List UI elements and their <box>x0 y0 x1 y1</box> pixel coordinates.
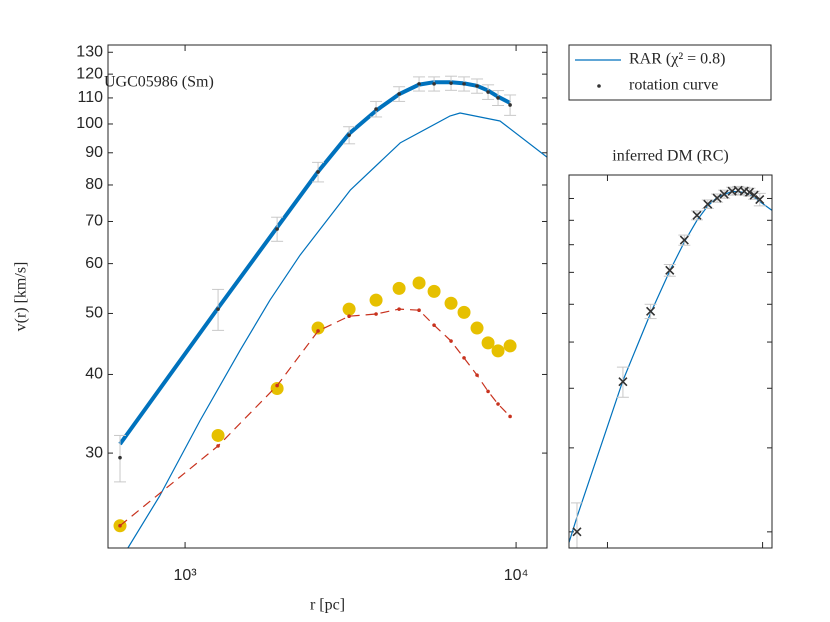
y-tick-label: 80 <box>85 176 103 193</box>
axes-box <box>107 44 548 549</box>
legend-swatch <box>597 84 601 88</box>
annotation: UGC05986 (Sm) <box>104 74 214 91</box>
y-tick-label: 90 <box>85 144 103 161</box>
marker <box>369 293 383 307</box>
plot-content <box>113 75 547 548</box>
marker <box>503 339 517 353</box>
marker <box>275 383 279 388</box>
marker <box>449 339 453 343</box>
marker <box>496 96 500 100</box>
marker <box>216 307 220 311</box>
marker <box>392 281 406 295</box>
marker <box>270 381 284 395</box>
marker <box>719 189 729 199</box>
series-line <box>127 112 547 548</box>
y-tick-label: 100 <box>76 115 103 132</box>
marker <box>496 402 500 406</box>
plot-area <box>108 45 547 548</box>
marker <box>216 444 220 448</box>
marker <box>665 265 675 275</box>
marker <box>412 276 426 290</box>
marker <box>342 302 356 316</box>
marker <box>755 194 765 205</box>
marker <box>417 82 421 86</box>
marker <box>481 336 495 350</box>
marker <box>347 133 351 137</box>
y-tick-label: 130 <box>76 43 103 60</box>
marker <box>749 190 759 200</box>
y-tick-label: 60 <box>85 255 103 272</box>
marker <box>462 356 466 360</box>
marker <box>572 527 582 537</box>
marker <box>211 428 225 442</box>
marker <box>508 414 512 419</box>
chart-title: inferred DM (RC) <box>612 148 728 165</box>
axes-box <box>568 174 773 549</box>
y-tick-label: 120 <box>76 65 103 82</box>
marker <box>712 193 722 203</box>
x-tick-label: 10⁴ <box>504 567 529 584</box>
x-tick-label: 10³ <box>174 567 198 584</box>
marker <box>432 82 436 86</box>
marker <box>397 307 401 311</box>
marker <box>311 321 325 335</box>
plot-area <box>569 175 772 548</box>
marker <box>646 306 656 316</box>
marker <box>744 187 755 197</box>
y-tick-label: 30 <box>85 444 103 461</box>
marker <box>486 90 490 94</box>
marker <box>374 312 378 316</box>
series-line <box>119 308 511 527</box>
marker <box>703 199 713 209</box>
plot-content <box>569 185 772 548</box>
marker <box>118 455 122 460</box>
legend-label: rotation curve <box>629 77 718 94</box>
marker <box>427 284 441 298</box>
marker <box>449 81 453 85</box>
marker <box>508 103 512 107</box>
legend-box <box>568 44 772 101</box>
marker <box>457 305 471 319</box>
y-axis-label: v(r) [km/s] <box>13 262 30 332</box>
marker <box>118 523 122 528</box>
marker <box>692 210 702 220</box>
marker <box>374 107 378 111</box>
marker <box>316 329 320 333</box>
marker <box>444 296 458 310</box>
marker <box>475 84 479 88</box>
marker <box>316 170 320 174</box>
marker <box>475 373 479 377</box>
y-tick-label: 50 <box>85 305 103 322</box>
marker <box>486 389 490 394</box>
x-axis-label: r [pc] <box>310 597 345 614</box>
marker <box>462 82 466 86</box>
marker <box>347 314 351 319</box>
y-tick-label: 110 <box>77 89 103 106</box>
marker <box>275 227 279 231</box>
marker <box>491 344 505 358</box>
marker <box>679 235 689 245</box>
marker <box>432 323 436 327</box>
y-tick-label: 70 <box>85 213 103 230</box>
legend-label: RAR (χ² = 0.8) <box>629 51 725 68</box>
marker <box>470 321 484 335</box>
marker <box>417 308 421 312</box>
marker <box>618 377 628 387</box>
marker <box>397 92 401 96</box>
y-tick-label: 40 <box>85 366 103 383</box>
